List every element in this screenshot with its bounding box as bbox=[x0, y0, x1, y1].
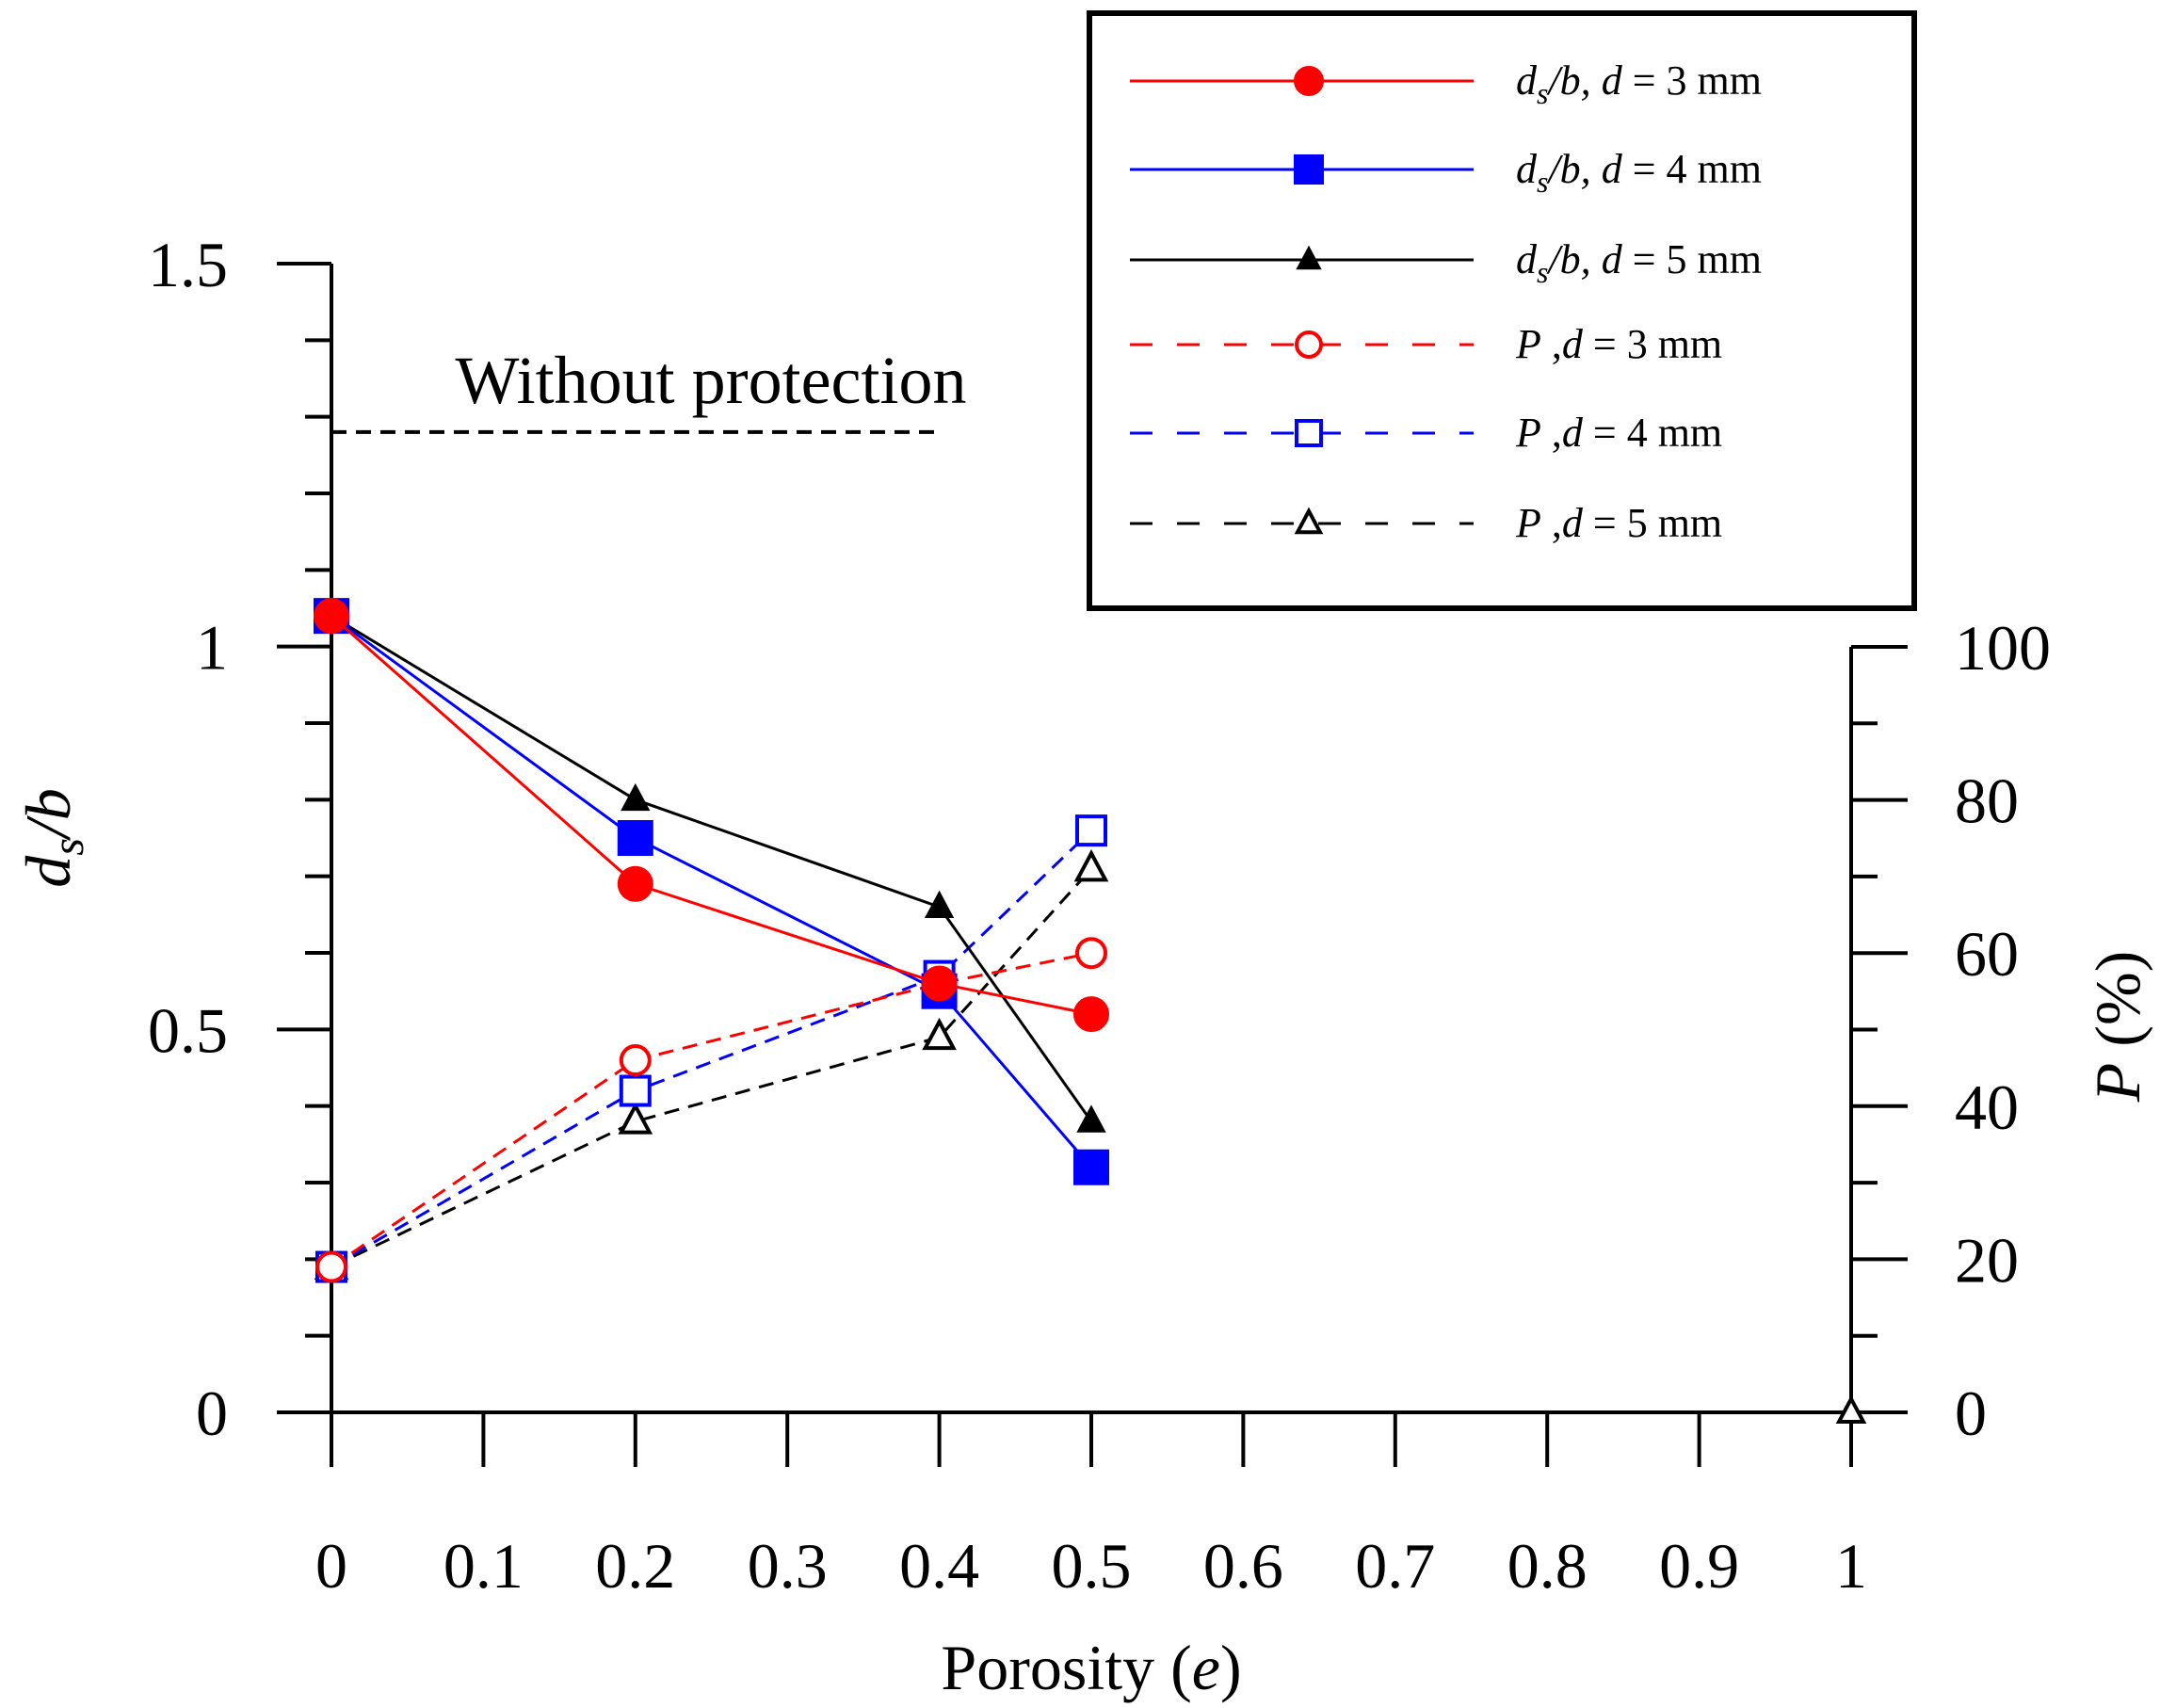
data-point bbox=[617, 820, 653, 856]
extra-data-point bbox=[1835, 1394, 1867, 1425]
y-tick-label: 0 bbox=[196, 1378, 228, 1449]
series-2 bbox=[314, 598, 1109, 1185]
y-tick-label: 1.5 bbox=[148, 229, 228, 300]
y2-tick-label: 80 bbox=[1955, 765, 2019, 837]
x-tick-label: 0.1 bbox=[443, 1530, 524, 1602]
legend-marker bbox=[1294, 154, 1324, 185]
legend-marker bbox=[1294, 507, 1324, 535]
data-point bbox=[618, 1102, 653, 1135]
legend-label: P ,d = 5 mm bbox=[1515, 500, 1722, 546]
legend-marker bbox=[1296, 245, 1322, 270]
y2-tick-label: 100 bbox=[1955, 612, 2051, 684]
legend-label: ds/b, d = 3 mm bbox=[1516, 57, 1762, 110]
axes-group: 0 0.5 1 1.5 0 20 40 60 80 100 0 0.1 0.2 0.3 0.4 0.5 0.6 0… bbox=[12, 229, 2153, 1703]
data-point bbox=[1073, 1149, 1109, 1185]
x-tick-label: 0.5 bbox=[1052, 1530, 1132, 1602]
x-tick-label: 0.9 bbox=[1659, 1530, 1739, 1602]
data-point bbox=[1073, 996, 1109, 1033]
x-axis-title: Porosity (e) bbox=[941, 1632, 1241, 1703]
data-point bbox=[921, 965, 958, 1002]
legend-item-3: ds/b, d = 5 mm bbox=[1130, 236, 1762, 289]
legend-label: ds/b, d = 5 mm bbox=[1516, 236, 1762, 289]
y-tick-label: 1 bbox=[196, 612, 228, 684]
data-point bbox=[314, 598, 349, 635]
legend-label: P ,d = 4 mm bbox=[1515, 410, 1722, 456]
data-point bbox=[1075, 814, 1107, 847]
legend-marker bbox=[1294, 66, 1324, 96]
series-line bbox=[330, 867, 1093, 1268]
y-tick-label: 0.5 bbox=[148, 994, 228, 1066]
series-line bbox=[330, 614, 1093, 1122]
legend-item-2: ds/b, d = 4 mm bbox=[1130, 146, 1762, 199]
series-6 bbox=[314, 849, 1109, 1281]
series-line bbox=[330, 951, 1092, 1268]
legend-label: ds/b, d = 4 mm bbox=[1516, 146, 1762, 199]
x-tick-label: 0 bbox=[315, 1530, 347, 1602]
legend-item-5: P ,d = 4 mm bbox=[1130, 410, 1722, 456]
data-point bbox=[619, 1044, 652, 1077]
y2-tick-label: 40 bbox=[1955, 1072, 2019, 1143]
legend-marker bbox=[1295, 330, 1323, 359]
data-point bbox=[619, 1074, 652, 1107]
x-tick-label: 0.2 bbox=[595, 1530, 675, 1602]
series-3 bbox=[316, 599, 1106, 1133]
data-point bbox=[621, 782, 651, 812]
data-point bbox=[315, 1250, 347, 1283]
series-line bbox=[330, 614, 1093, 1168]
data-point bbox=[1073, 849, 1109, 882]
series-4 bbox=[315, 937, 1107, 1283]
x-tick-label: 1 bbox=[1835, 1530, 1867, 1602]
annotation-group: Without protection bbox=[331, 343, 967, 434]
legend-item-6: P ,d = 5 mm bbox=[1130, 500, 1722, 546]
data-point bbox=[924, 890, 955, 918]
series-1 bbox=[314, 598, 1109, 1033]
legend: ds/b, d = 3 mm ds/b, d = 4 mm ds/b, d = 5 … bbox=[1087, 10, 1917, 611]
legend-item-4: P ,d = 3 mm bbox=[1130, 321, 1722, 367]
x-tick-label: 0.7 bbox=[1355, 1530, 1435, 1602]
series-line bbox=[330, 830, 1093, 1268]
data-point bbox=[617, 865, 653, 902]
y2-tick-label: 20 bbox=[1955, 1224, 2019, 1296]
without-protection-label: Without protection bbox=[456, 343, 967, 418]
y2-axis-title: P (%) bbox=[2082, 951, 2153, 1103]
legend-box bbox=[1087, 10, 1917, 611]
legend-label: P ,d = 3 mm bbox=[1515, 321, 1722, 367]
y-axis-title: ds/b bbox=[12, 788, 93, 888]
data-point bbox=[922, 1017, 957, 1051]
data-point bbox=[1076, 1104, 1106, 1133]
y2-tick-label: 0 bbox=[1955, 1378, 1987, 1449]
data-point bbox=[1075, 937, 1107, 970]
series-layer bbox=[314, 598, 1867, 1425]
legend-item-1: ds/b, d = 3 mm bbox=[1130, 57, 1762, 110]
y2-tick-label: 60 bbox=[1955, 918, 2019, 990]
x-tick-label: 0.4 bbox=[899, 1530, 979, 1602]
legend-marker bbox=[1295, 419, 1323, 447]
x-tick-label: 0.3 bbox=[748, 1530, 828, 1602]
series-line bbox=[330, 615, 1092, 1016]
x-tick-label: 0.8 bbox=[1507, 1530, 1588, 1602]
x-tick-label: 0.6 bbox=[1203, 1530, 1283, 1602]
